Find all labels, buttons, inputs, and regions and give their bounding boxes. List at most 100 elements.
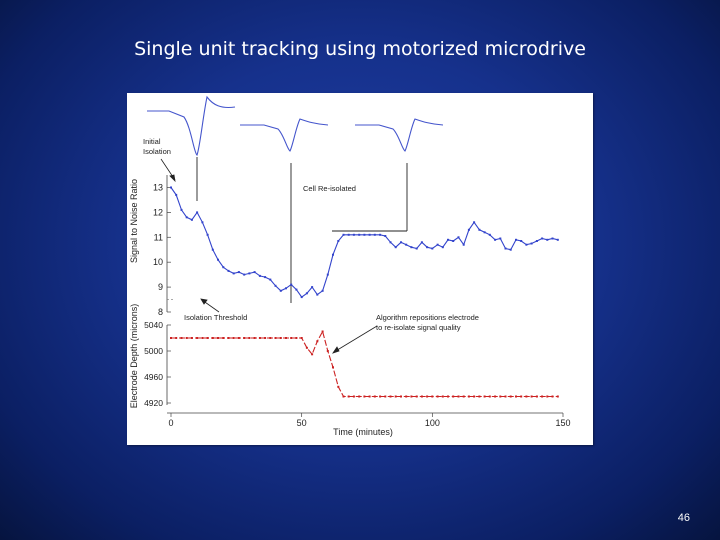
- annotation-initial-line2: Isolation: [143, 147, 171, 156]
- data-point-snr: [274, 284, 277, 287]
- data-point-snr: [530, 242, 533, 245]
- data-point-snr: [206, 233, 209, 236]
- data-point-snr: [180, 208, 183, 211]
- data-point-depth: [515, 395, 517, 398]
- data-point-snr: [185, 216, 188, 219]
- waveform-2: [240, 118, 329, 152]
- data-point-snr: [515, 238, 517, 241]
- data-point-depth: [258, 337, 261, 339]
- y-tick-label-depth: 4920: [144, 398, 163, 408]
- data-point-snr: [321, 289, 324, 292]
- x-axis-label: Time (minutes): [333, 427, 393, 437]
- data-point-depth: [321, 330, 324, 333]
- data-point-depth: [248, 337, 251, 339]
- data-point-depth: [285, 337, 287, 339]
- data-point-depth: [201, 337, 204, 339]
- data-point-snr: [269, 278, 272, 281]
- data-point-snr: [473, 221, 476, 224]
- data-point-depth: [358, 395, 361, 398]
- data-point-depth: [253, 337, 256, 339]
- data-point-depth: [546, 395, 549, 398]
- y-tick-label-snr: 13: [153, 182, 163, 192]
- data-point-snr: [342, 233, 345, 236]
- data-point-depth: [206, 337, 209, 339]
- page-number: 46: [677, 512, 690, 524]
- data-point-depth: [232, 337, 235, 339]
- y-tick-label-snr: 9: [158, 282, 163, 292]
- data-point-snr: [243, 273, 246, 276]
- arrowhead-threshold: [200, 298, 208, 305]
- data-point-snr: [467, 228, 470, 231]
- data-point-depth: [556, 395, 559, 398]
- data-point-depth: [535, 395, 538, 398]
- data-point-snr: [279, 289, 282, 292]
- data-point-snr: [546, 238, 549, 241]
- data-point-depth: [311, 353, 314, 356]
- data-point-snr: [227, 269, 230, 272]
- tracking-chart: 13 12 11 10 9 8 5040 5000 4960 4920 0 50 100 150 Sign…: [129, 95, 571, 437]
- data-point-depth: [175, 337, 178, 339]
- y-axis-label-depth: Electrode Depth (microns): [129, 304, 139, 409]
- data-point-depth: [290, 337, 293, 339]
- data-point-depth: [441, 395, 444, 398]
- data-point-depth: [222, 337, 225, 339]
- data-point-depth: [530, 395, 533, 398]
- data-point-snr: [217, 258, 219, 261]
- data-point-snr: [541, 237, 544, 240]
- data-point-depth: [300, 337, 303, 339]
- data-point-snr: [525, 243, 528, 246]
- series-group: [170, 186, 559, 398]
- data-point-snr: [326, 273, 329, 276]
- data-point-snr: [457, 236, 460, 239]
- data-point-depth: [352, 395, 355, 398]
- data-point-snr: [222, 266, 225, 269]
- y-tick-label-depth: 4960: [144, 372, 163, 382]
- data-point-depth: [373, 395, 376, 398]
- annotation-algorithm-line2: to re-isolate signal quality: [376, 323, 461, 332]
- data-point-depth: [211, 337, 214, 339]
- x-tick-label: 0: [168, 418, 173, 428]
- data-point-depth: [494, 395, 497, 398]
- data-point-depth: [269, 337, 272, 339]
- x-tick-label: 50: [297, 418, 307, 428]
- data-point-depth: [462, 395, 465, 398]
- data-point-snr: [285, 287, 287, 290]
- series-line-snr: [170, 187, 558, 298]
- data-point-snr: [436, 243, 439, 246]
- y-tick-label-snr: 12: [153, 207, 163, 217]
- data-point-depth: [447, 395, 449, 398]
- waveforms: [147, 95, 444, 156]
- data-point-snr: [379, 233, 382, 236]
- data-point-snr: [478, 228, 481, 231]
- data-point-snr: [316, 293, 319, 296]
- data-point-depth: [347, 395, 350, 398]
- data-point-snr: [504, 247, 507, 250]
- vertical-markers: [196, 157, 408, 303]
- y-tick-label-depth: 5000: [144, 346, 163, 356]
- annotation-arrows: [160, 158, 378, 354]
- data-point-depth: [520, 395, 523, 398]
- annotation-reisolated: Cell Re-isolated: [303, 184, 356, 193]
- data-point-depth: [551, 395, 554, 398]
- data-point-depth: [431, 395, 434, 398]
- data-point-snr: [211, 248, 214, 251]
- data-point-snr: [420, 241, 423, 244]
- data-point-depth: [185, 337, 188, 339]
- data-point-snr: [551, 237, 554, 240]
- data-point-depth: [264, 337, 267, 339]
- data-point-depth: [316, 340, 319, 343]
- data-point-snr: [499, 237, 502, 240]
- data-point-snr: [305, 292, 308, 295]
- data-point-snr: [405, 243, 408, 246]
- data-point-snr: [332, 253, 334, 256]
- data-point-snr: [264, 276, 267, 279]
- annotation-initial-line1: Initial: [143, 137, 161, 146]
- data-point-snr: [201, 221, 204, 224]
- data-point-snr: [258, 274, 261, 277]
- data-point-snr: [232, 272, 235, 275]
- data-point-snr: [410, 246, 413, 249]
- data-point-depth: [368, 395, 371, 398]
- data-point-snr: [311, 286, 314, 289]
- data-point-depth: [452, 395, 455, 398]
